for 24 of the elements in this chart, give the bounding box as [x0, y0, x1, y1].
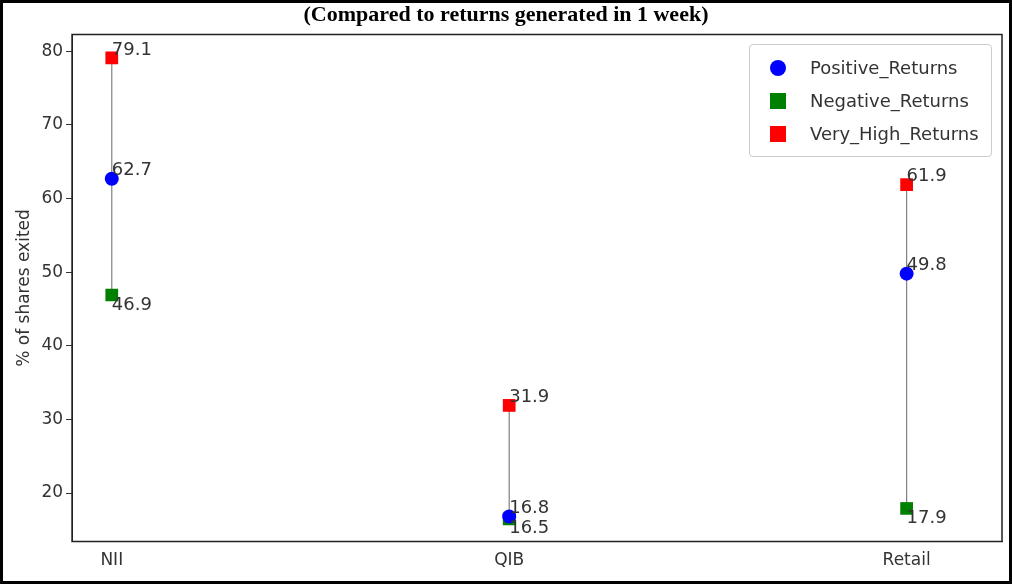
legend-label: Negative_Returns — [810, 90, 969, 112]
data-label: 31.9 — [509, 385, 550, 407]
y-tick-label: 80 — [41, 39, 64, 60]
data-label: 79.1 — [111, 37, 152, 59]
data-label: 16.5 — [509, 516, 550, 538]
legend-label: Very_High_Returns — [810, 123, 979, 145]
y-tick-label: 60 — [41, 186, 64, 207]
x-tick-label: QIB — [494, 549, 525, 570]
legend-label: Positive_Returns — [810, 57, 958, 79]
y-tick-label: 20 — [41, 481, 64, 502]
data-label: 49.8 — [906, 253, 947, 275]
data-label: 61.9 — [906, 164, 947, 186]
y-tick-label: 40 — [41, 334, 64, 355]
x-tick-label: NII — [100, 549, 124, 570]
data-label: 62.7 — [111, 158, 152, 180]
y-tick-label: 30 — [41, 407, 64, 428]
x-tick-label: Retail — [882, 549, 931, 570]
data-label: 16.8 — [509, 496, 550, 518]
y-axis-title: % of shares exited — [12, 209, 33, 367]
data-label: 46.9 — [111, 292, 152, 314]
y-tick-label: 50 — [41, 260, 64, 281]
y-tick-label: 70 — [41, 113, 64, 134]
chart-title: (Compared to returns generated in 1 week) — [303, 0, 709, 26]
data-label: 17.9 — [906, 506, 947, 528]
